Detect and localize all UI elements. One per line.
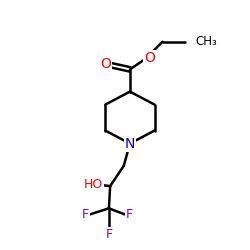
Text: F: F — [126, 208, 133, 221]
Text: O: O — [100, 57, 111, 71]
Text: HO: HO — [84, 178, 103, 190]
Text: F: F — [105, 228, 112, 241]
Text: N: N — [125, 136, 135, 150]
Text: CH₃: CH₃ — [195, 35, 217, 48]
Text: O: O — [144, 51, 155, 65]
Text: F: F — [82, 208, 89, 221]
